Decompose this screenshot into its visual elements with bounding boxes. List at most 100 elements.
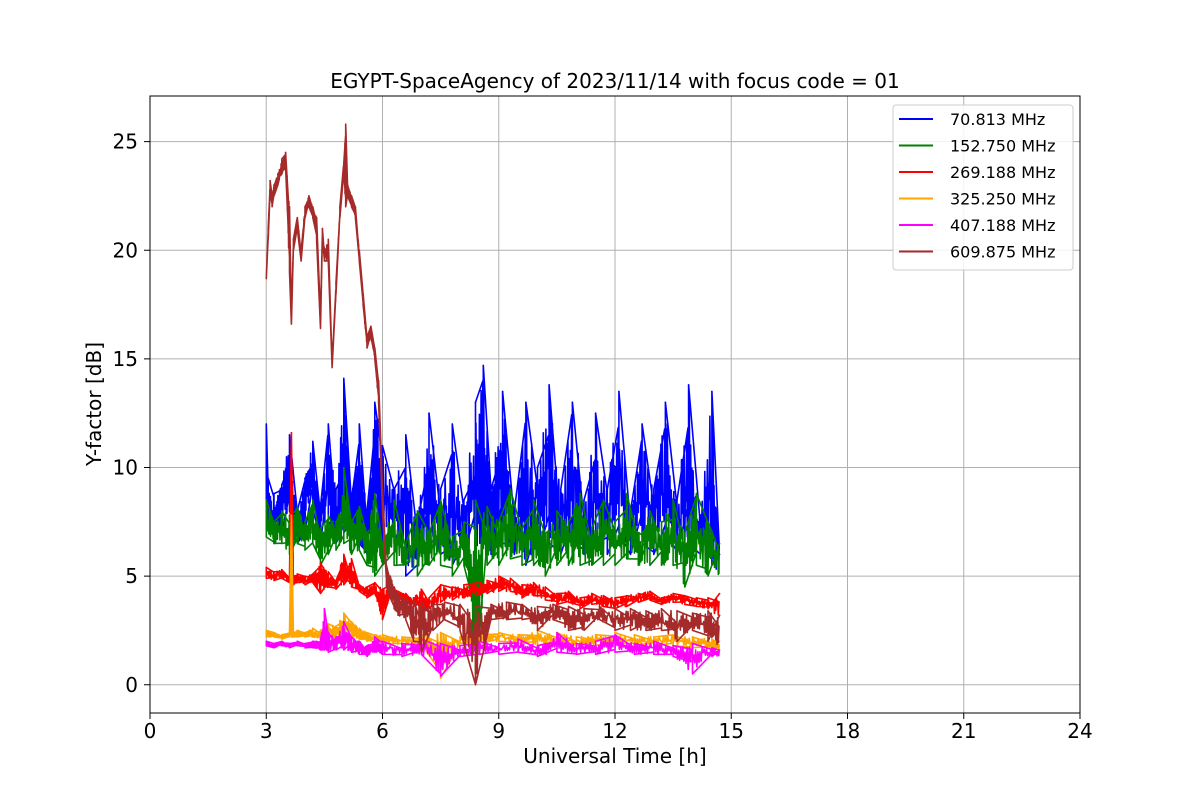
data-point bbox=[342, 162, 345, 165]
data-point bbox=[544, 531, 547, 534]
data-point bbox=[404, 542, 407, 545]
data-point bbox=[319, 629, 322, 632]
series-line bbox=[265, 431, 721, 621]
data-point bbox=[525, 401, 527, 404]
data-point bbox=[381, 588, 384, 590]
data-point bbox=[358, 627, 361, 630]
data-point bbox=[342, 553, 345, 556]
legend-box bbox=[892, 104, 1074, 271]
data-point bbox=[397, 590, 399, 593]
data-point bbox=[614, 631, 616, 634]
data-point bbox=[304, 521, 306, 523]
data-point bbox=[397, 592, 399, 595]
data-point bbox=[290, 514, 293, 517]
data-point bbox=[459, 603, 461, 606]
data-point bbox=[290, 431, 293, 434]
data-point bbox=[404, 597, 407, 599]
data-point bbox=[583, 607, 585, 610]
data-point bbox=[517, 638, 519, 640]
data-point bbox=[548, 384, 550, 386]
data-point bbox=[404, 434, 407, 436]
data-point bbox=[342, 612, 345, 614]
data-point bbox=[335, 521, 337, 523]
data-point bbox=[567, 521, 570, 523]
data-point bbox=[536, 466, 539, 469]
data-point bbox=[718, 592, 721, 595]
data-point bbox=[280, 510, 283, 512]
chart-title: EGYPT-SpaceAgency of 2023/11/14 with foc… bbox=[330, 69, 899, 93]
data-point bbox=[377, 379, 380, 382]
data-point bbox=[373, 347, 376, 349]
data-point bbox=[393, 586, 395, 588]
x-tick-label: 9 bbox=[492, 719, 505, 743]
data-point bbox=[482, 364, 485, 367]
legend-label: 152.750 MHz bbox=[950, 137, 1055, 156]
data-point bbox=[344, 123, 347, 126]
data-point bbox=[711, 638, 713, 640]
data-point bbox=[594, 633, 597, 636]
data-point bbox=[718, 649, 721, 651]
data-point bbox=[594, 412, 597, 414]
data-point bbox=[296, 629, 299, 632]
data-point bbox=[280, 568, 283, 571]
data-point bbox=[296, 640, 299, 643]
data-point bbox=[280, 633, 283, 636]
data-point bbox=[393, 488, 395, 491]
data-point bbox=[404, 592, 407, 595]
data-point bbox=[687, 384, 690, 386]
data-point bbox=[532, 581, 535, 584]
data-point bbox=[296, 505, 299, 508]
data-point bbox=[556, 592, 558, 595]
data-point bbox=[521, 603, 523, 606]
data-point bbox=[459, 644, 461, 647]
data-point bbox=[412, 599, 415, 601]
data-point bbox=[707, 610, 709, 612]
data-point bbox=[497, 575, 500, 577]
data-point bbox=[614, 521, 616, 523]
x-tick-label: 0 bbox=[144, 719, 157, 743]
data-point bbox=[327, 514, 330, 517]
data-point bbox=[575, 636, 578, 638]
data-point bbox=[606, 488, 609, 491]
data-point bbox=[711, 647, 713, 649]
data-point bbox=[517, 633, 519, 636]
x-tick-label: 15 bbox=[719, 719, 744, 743]
data-point bbox=[439, 584, 442, 586]
data-point bbox=[292, 631, 295, 634]
series-layer bbox=[265, 123, 721, 686]
data-point bbox=[319, 562, 322, 564]
data-point bbox=[271, 195, 273, 197]
data-point bbox=[350, 620, 353, 623]
data-point bbox=[373, 581, 376, 584]
data-point bbox=[513, 510, 516, 512]
data-point bbox=[319, 314, 322, 317]
data-point bbox=[273, 492, 275, 495]
series-4 bbox=[265, 607, 721, 677]
data-point bbox=[556, 510, 558, 512]
data-point bbox=[412, 597, 415, 599]
data-point bbox=[556, 631, 558, 634]
data-point bbox=[691, 612, 694, 614]
data-point bbox=[401, 636, 403, 638]
data-point bbox=[443, 601, 446, 604]
data-point bbox=[265, 566, 268, 569]
data-point bbox=[567, 590, 570, 593]
data-point bbox=[439, 642, 442, 645]
data-point bbox=[451, 586, 454, 588]
data-point bbox=[350, 636, 353, 638]
data-point bbox=[432, 603, 434, 606]
data-point bbox=[486, 505, 488, 508]
data-point bbox=[501, 390, 504, 393]
data-point bbox=[350, 499, 353, 501]
y-tick-label: 25 bbox=[113, 130, 138, 154]
data-point bbox=[474, 499, 477, 501]
legend-label: 407.188 MHz bbox=[950, 216, 1055, 235]
data-point bbox=[366, 586, 368, 588]
data-point bbox=[614, 607, 616, 610]
data-point bbox=[536, 644, 539, 647]
data-point bbox=[366, 531, 368, 534]
data-point bbox=[311, 499, 314, 501]
data-point bbox=[683, 531, 686, 534]
data-point bbox=[288, 631, 291, 634]
